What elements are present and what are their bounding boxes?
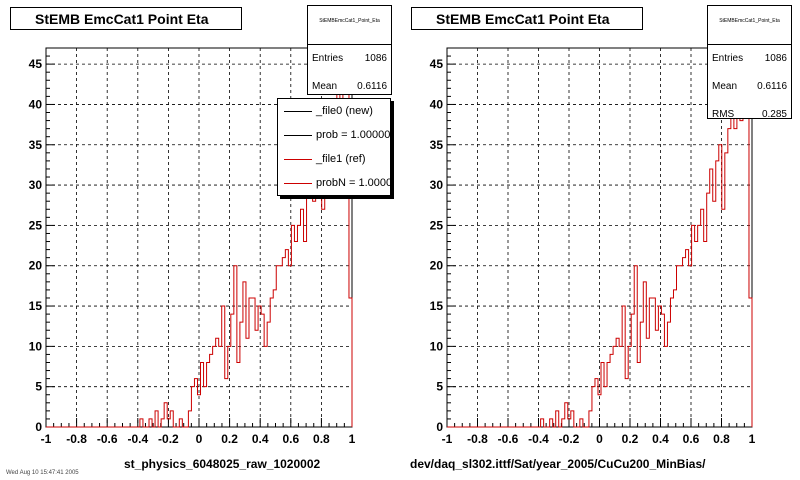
stats-value: 1086: [364, 53, 387, 64]
stats-row-mean: Mean 0.6116: [308, 73, 391, 101]
x-tick-label: 1: [749, 432, 756, 446]
x-tick-label: -0.8: [66, 432, 87, 446]
y-tick-label: 35: [430, 138, 444, 152]
stats-value: 0.6116: [357, 81, 387, 92]
y-tick-label: 0: [436, 420, 443, 434]
histogram-series: [447, 63, 753, 428]
y-tick-label: 0: [35, 420, 42, 434]
x-tick-label: -0.6: [498, 432, 519, 446]
stats-label: Entries: [712, 53, 744, 64]
panel-title: StEMB EmcCat1 Point Eta: [411, 7, 643, 30]
x-tick-label: 0.2: [622, 432, 639, 446]
y-tick-label: 40: [29, 97, 43, 111]
x-tick-label: -0.4: [528, 432, 549, 446]
legend-item: prob = 1.000000: [278, 123, 390, 147]
stats-box: StEMBEmcCat1_Point_Eta Entries 1086 Mean…: [307, 5, 392, 95]
legend-item: probN = 1.000000: [278, 171, 390, 195]
x-tick-label: -0.4: [127, 432, 148, 446]
y-tick-label: 30: [29, 178, 43, 192]
x-tick-label: -0.2: [559, 432, 580, 446]
y-tick-label: 15: [29, 299, 43, 313]
stats-row-rms: RMS 0.285: [708, 101, 791, 129]
legend-label: probN = 1.000000: [316, 177, 391, 189]
y-tick-label: 30: [430, 178, 444, 192]
timestamp: Wed Aug 10 15:47:41 2005: [6, 470, 79, 476]
x-tick-label: 0.2: [221, 432, 238, 446]
legend-swatch: [284, 182, 312, 184]
stats-row-mean: Mean 0.6116: [708, 73, 791, 101]
stats-label: RMS: [712, 109, 735, 120]
stats-value: 0.6116: [757, 81, 787, 92]
x-tick-label: 0.4: [652, 432, 669, 446]
legend-item: _file1 (ref): [278, 147, 390, 171]
legend-item: _file0 (new): [278, 99, 390, 123]
legend-label: _file0 (new): [316, 105, 373, 117]
stats-value: 0.285: [761, 109, 787, 120]
x-tick-label: 0.6: [282, 432, 299, 446]
footer-label: dev/daq_sl302.ittf/Sat/year_2005/CuCu200…: [410, 457, 706, 471]
legend-label: prob = 1.000000: [316, 129, 391, 141]
x-tick-label: 0.4: [252, 432, 269, 446]
panel-title: StEMB EmcCat1 Point Eta: [10, 7, 242, 30]
stats-row-entries: Entries 1086: [308, 45, 391, 73]
y-tick-label: 20: [430, 259, 444, 273]
plot-left: -1 -0.8 -0.6 -0.4 -0.2 0 0.2 0.4 0.6 0.8 105101520…: [29, 47, 356, 446]
x-tick-label: 0.6: [683, 432, 700, 446]
x-tick-label: 0: [196, 432, 203, 446]
stats-label: Mean: [312, 81, 338, 92]
stats-label: Entries: [312, 53, 344, 64]
x-tick-label: -0.6: [97, 432, 118, 446]
legend-swatch: [284, 110, 312, 112]
stats-value: 1086: [764, 53, 787, 64]
x-tick-label: 1: [349, 432, 356, 446]
y-tick-label: 45: [430, 57, 444, 71]
x-tick-label: 0: [596, 432, 603, 446]
stats-row-entries: Entries 1086: [708, 45, 791, 73]
y-tick-label: 15: [430, 299, 444, 313]
x-tick-label: 0.8: [313, 432, 330, 446]
y-tick-label: 5: [436, 380, 443, 394]
footer-label: st_physics_6048025_raw_1020002: [124, 457, 321, 471]
y-tick-label: 35: [29, 138, 43, 152]
y-tick-label: 5: [35, 380, 42, 394]
stats-title: StEMBEmcCat1_Point_Eta: [708, 6, 791, 45]
legend-label: _file1 (ref): [316, 153, 366, 165]
stats-label: Mean: [712, 81, 738, 92]
x-tick-label: 0.8: [713, 432, 730, 446]
legend-swatch: [284, 158, 312, 160]
y-tick-label: 45: [29, 57, 43, 71]
y-tick-label: 20: [29, 259, 43, 273]
x-tick-label: -0.2: [158, 432, 179, 446]
y-tick-label: 10: [430, 339, 444, 353]
legend-swatch: [284, 134, 312, 136]
plot-right: -1 -0.8 -0.6 -0.4 -0.2 0 0.2 0.4 0.6 0.8 105101520…: [430, 47, 756, 446]
y-tick-label: 25: [430, 218, 444, 232]
x-tick-label: -1: [442, 432, 453, 446]
y-tick-label: 40: [430, 97, 444, 111]
legend: _file0 (new) prob = 1.000000 _file1 (ref…: [277, 98, 391, 196]
x-tick-label: -1: [41, 432, 52, 446]
y-tick-label: 25: [29, 218, 43, 232]
stats-box: StEMBEmcCat1_Point_Eta Entries 1086 Mean…: [707, 5, 792, 120]
stats-title: StEMBEmcCat1_Point_Eta: [308, 6, 391, 45]
y-tick-label: 10: [29, 339, 43, 353]
x-tick-label: -0.8: [467, 432, 488, 446]
